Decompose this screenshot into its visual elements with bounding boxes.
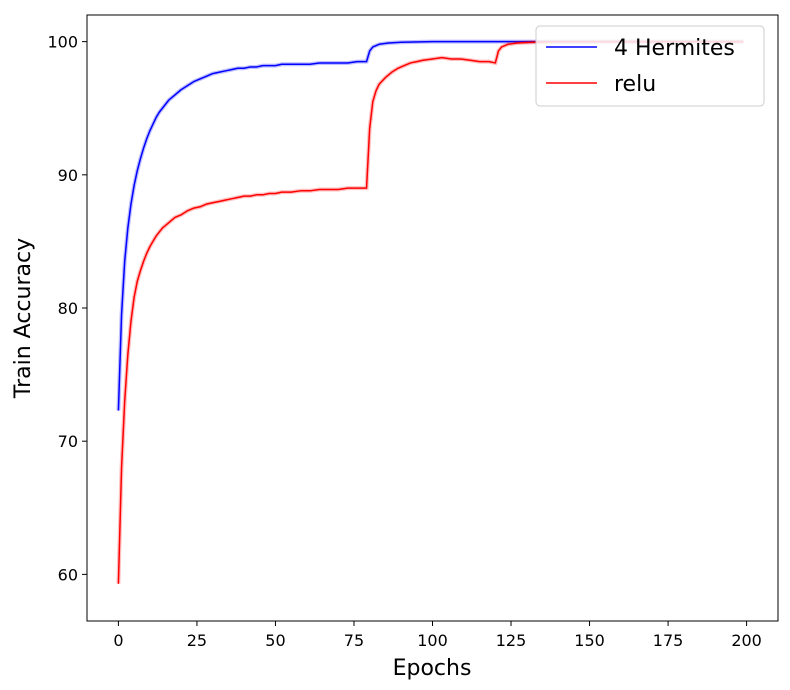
y-tick-label: 60 [58, 565, 78, 584]
y-axis: 60 70 80 90 100 [47, 33, 87, 584]
x-tick-label: 125 [496, 631, 527, 650]
x-axis-label: Epochs [393, 656, 472, 681]
x-tick-label: 150 [574, 631, 605, 650]
x-axis: 0 25 50 75 100 125 150 175 200 [113, 621, 762, 650]
y-tick-label: 100 [47, 33, 78, 52]
y-axis-label: Train Accuracy [11, 238, 36, 399]
legend-label-relu: relu [614, 72, 656, 97]
x-tick-label: 200 [731, 631, 762, 650]
plot-area [87, 15, 778, 621]
y-tick-label: 90 [58, 166, 78, 185]
y-tick-label: 70 [58, 432, 78, 451]
legend-box [535, 25, 765, 107]
x-tick-label: 100 [417, 631, 448, 650]
legend: 4 Hermites relu [535, 25, 765, 107]
x-tick-label: 50 [265, 631, 285, 650]
series-line-relu [117, 40, 744, 584]
series-layer [116, 39, 744, 584]
series-line-4-hermites [117, 40, 744, 411]
x-tick-label: 0 [113, 631, 123, 650]
x-tick-label: 75 [344, 631, 364, 650]
x-tick-label: 175 [653, 631, 684, 650]
y-tick-label: 80 [58, 299, 78, 318]
x-tick-label: 25 [187, 631, 207, 650]
legend-label-4-hermites: 4 Hermites [614, 36, 735, 61]
